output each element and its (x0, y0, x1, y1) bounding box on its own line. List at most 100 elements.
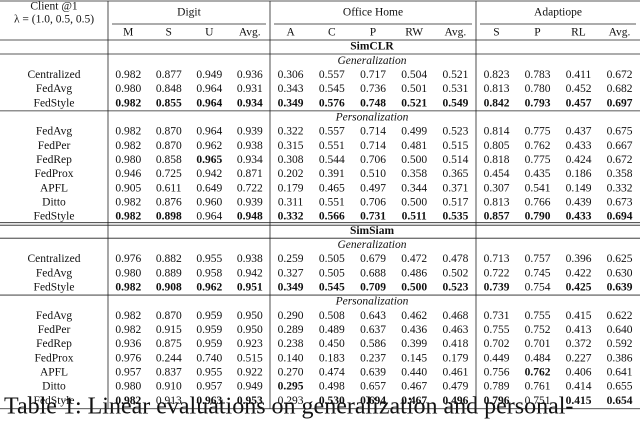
cell-value: 0.813 (484, 83, 510, 95)
cell-value: 0.942 (196, 168, 222, 180)
cell-value: 0.877 (156, 69, 182, 81)
cell-value: 0.958 (196, 267, 222, 279)
cell-value: 0.982 (115, 126, 141, 138)
group-header: Digit (177, 7, 201, 19)
section-title: SimCLR (350, 41, 394, 53)
cell-value: 0.950 (237, 324, 263, 336)
cell-value: 0.870 (156, 140, 182, 152)
cell-value: 0.959 (196, 324, 222, 336)
cell-value: 0.793 (525, 97, 551, 109)
method-name: Ditto (42, 381, 66, 393)
cell-value: 0.437 (566, 126, 592, 138)
cell-value: 0.358 (401, 168, 427, 180)
cell-value: 0.327 (278, 267, 304, 279)
cell-value: 0.515 (237, 352, 263, 364)
cell-value: 0.731 (360, 211, 386, 223)
cell-value: 0.775 (525, 154, 551, 166)
method-name: FedPer (38, 140, 71, 152)
cell-value: 0.706 (360, 197, 386, 209)
cell-value: 0.725 (156, 168, 182, 180)
cell-value: 0.463 (442, 324, 468, 336)
cell-value: 0.965 (196, 154, 222, 166)
corner-line: Client @1 (30, 1, 78, 13)
cell-value: 0.857 (484, 211, 510, 223)
cell-value: 0.951 (237, 282, 263, 294)
cell-value: 0.244 (156, 352, 182, 364)
cell-value: 0.709 (360, 282, 386, 294)
column-header: A (286, 27, 295, 39)
cell-value: 0.530 (319, 395, 345, 407)
cell-value: 0.641 (607, 367, 633, 379)
cell-value: 0.942 (237, 267, 263, 279)
cell-value: 0.934 (237, 154, 263, 166)
cell-value: 0.472 (401, 253, 427, 265)
cell-value: 0.484 (525, 352, 551, 364)
cell-value: 0.915 (156, 324, 182, 336)
column-header: U (205, 27, 214, 39)
cell-value: 0.293 (278, 395, 304, 407)
column-header: S (493, 27, 499, 39)
cell-value: 0.740 (196, 352, 222, 364)
cell-value: 0.948 (237, 211, 263, 223)
cell-value: 0.496 (442, 395, 468, 407)
cell-value: 0.499 (401, 126, 427, 138)
cell-value: 0.149 (566, 182, 592, 194)
cell-value: 0.688 (360, 267, 386, 279)
cell-value: 0.454 (484, 168, 510, 180)
cell-value: 0.775 (525, 126, 551, 138)
cell-value: 0.521 (401, 97, 427, 109)
cell-value: 0.649 (196, 182, 222, 194)
cell-value: 0.946 (115, 168, 141, 180)
cell-value: 0.922 (237, 367, 263, 379)
cell-value: 0.980 (115, 267, 141, 279)
cell-value: 0.963 (196, 395, 222, 407)
cell-value: 0.544 (319, 154, 345, 166)
cell-value: 0.870 (156, 126, 182, 138)
cell-value: 0.479 (442, 381, 468, 393)
cell-value: 0.270 (278, 367, 304, 379)
cell-value: 0.511 (402, 211, 427, 223)
cell-value: 0.766 (525, 197, 551, 209)
corner-line: λ = (1.0, 0.5, 0.5) (14, 14, 94, 26)
cell-value: 0.371 (442, 182, 468, 194)
cell-value: 0.551 (319, 140, 345, 152)
cell-value: 0.637 (360, 324, 386, 336)
cell-value: 0.510 (360, 168, 386, 180)
cell-value: 0.931 (237, 83, 263, 95)
cell-value: 0.837 (156, 367, 182, 379)
cell-value: 0.517 (442, 197, 468, 209)
cell-value: 0.433 (566, 211, 592, 223)
cell-value: 0.717 (360, 69, 386, 81)
cell-value: 0.611 (156, 182, 182, 194)
cell-value: 0.344 (401, 182, 427, 194)
cell-value: 0.976 (115, 253, 141, 265)
cell-value: 0.586 (360, 338, 386, 350)
cell-value: 0.622 (607, 310, 633, 322)
cell-value: 0.640 (607, 324, 633, 336)
cell-value: 0.982 (115, 140, 141, 152)
cell-value: 0.467 (401, 395, 427, 407)
cell-value: 0.761 (525, 381, 551, 393)
cell-value: 0.736 (360, 83, 386, 95)
cell-value: 0.939 (237, 126, 263, 138)
cell-value: 0.754 (525, 282, 551, 294)
cell-value: 0.179 (442, 352, 468, 364)
cell-value: 0.418 (442, 338, 468, 350)
cell-value: 0.722 (484, 267, 510, 279)
cell-value: 0.805 (484, 140, 510, 152)
cell-value: 0.237 (360, 352, 386, 364)
cell-value: 0.474 (319, 367, 345, 379)
cell-value: 0.706 (360, 154, 386, 166)
cell-value: 0.654 (607, 395, 633, 407)
cell-value: 0.672 (607, 154, 633, 166)
cell-value: 0.440 (401, 367, 427, 379)
cell-value: 0.748 (360, 97, 386, 109)
method-name: APFL (40, 182, 68, 194)
cell-value: 0.673 (607, 197, 633, 209)
cell-value: 0.500 (401, 197, 427, 209)
cell-value: 0.957 (196, 381, 222, 393)
cell-value: 0.783 (525, 69, 551, 81)
cell-value: 0.848 (156, 83, 182, 95)
group-header: Office Home (343, 7, 403, 19)
cell-value: 0.682 (607, 83, 633, 95)
